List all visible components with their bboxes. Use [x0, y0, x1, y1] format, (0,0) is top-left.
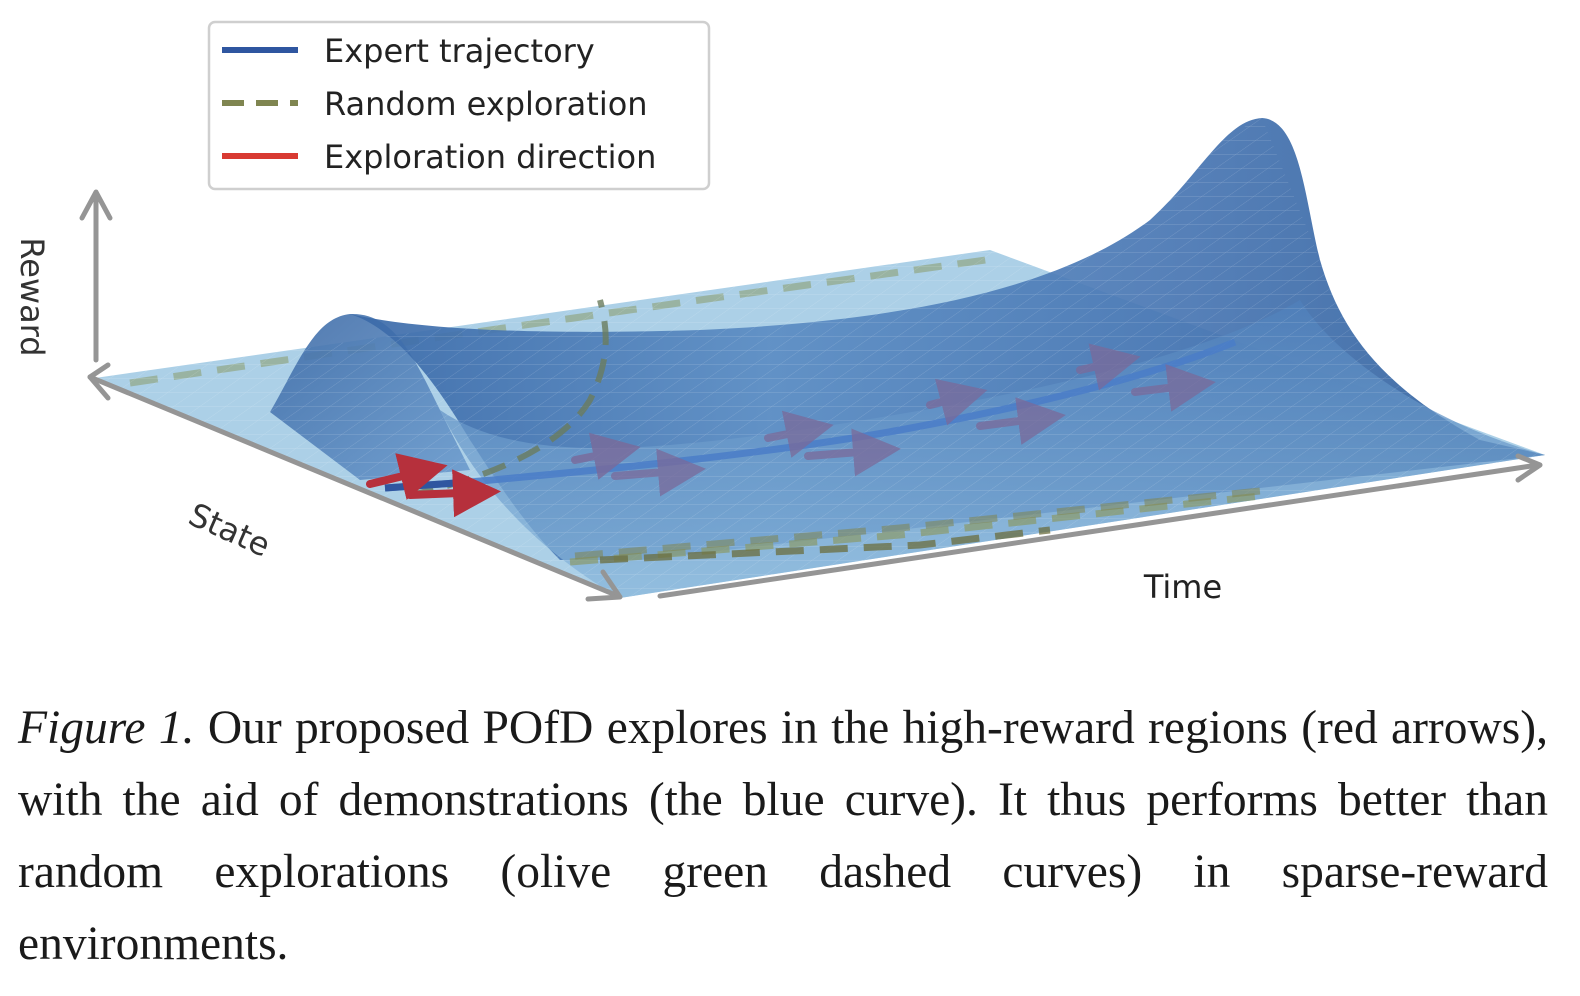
state-axis-label: State	[183, 495, 276, 564]
exploration-arrow	[406, 469, 501, 518]
axes	[79, 189, 1543, 602]
state-axis-line	[87, 374, 621, 599]
random-exploration-near-curves	[569, 486, 1271, 566]
legend-label-random: Random exploration	[324, 85, 648, 123]
exploration-direction-arrows	[366, 343, 1216, 518]
exploration-arrow	[764, 410, 834, 458]
exploration-arrow	[571, 432, 641, 480]
legend-box	[207, 20, 711, 191]
exploration-arrow	[611, 448, 706, 497]
time-axis-line	[657, 462, 1541, 599]
legend-label-expert: Expert trajectory	[324, 32, 595, 70]
legend: Expert trajectory Random exploration Exp…	[207, 20, 711, 191]
reward-axis-arrowhead	[79, 189, 113, 221]
exploration-arrow	[366, 453, 448, 500]
state-axis-arrowhead-start	[87, 362, 111, 401]
time-axis-label: Time	[1143, 568, 1222, 606]
caption-figure-label: Figure 1.	[18, 702, 195, 754]
figure-caption: Figure 1. Our proposed POfD explores in …	[18, 692, 1548, 980]
reward-axis-label: Reward	[13, 237, 51, 356]
exploration-arrow	[1076, 343, 1141, 391]
exploration-arrow	[804, 428, 901, 477]
exploration-arrow	[926, 378, 988, 426]
exploration-arrow	[976, 397, 1066, 445]
legend-label-direction: Exploration direction	[324, 138, 656, 176]
caption-text: Our proposed POfD explores in the high-r…	[18, 702, 1548, 970]
exploration-arrow	[1131, 364, 1216, 412]
figure-3d-reward-surface: Reward State Time Expert trajectory Rand…	[13, 20, 1545, 606]
state-axis-arrowhead-end	[585, 569, 623, 602]
time-axis-arrowhead	[1515, 453, 1543, 483]
